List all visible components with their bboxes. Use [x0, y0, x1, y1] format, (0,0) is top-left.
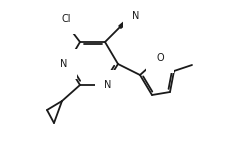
Text: N: N: [60, 59, 68, 69]
Text: N: N: [132, 11, 140, 21]
Text: O: O: [156, 53, 164, 63]
Text: Cl: Cl: [61, 14, 71, 24]
Text: N: N: [104, 80, 112, 90]
